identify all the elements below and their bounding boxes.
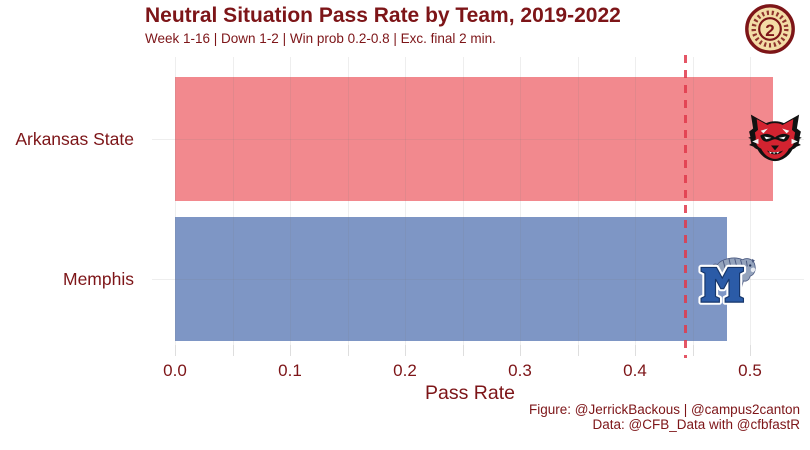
gridline-vertical: [750, 57, 751, 345]
gridline-vertical: [347, 57, 349, 345]
memphis-tiger-m-icon: [698, 257, 756, 305]
reference-line-dashed: [684, 55, 688, 358]
x-tick-label: 0.3: [508, 361, 532, 380]
x-axis-tick: [175, 345, 176, 356]
plot-area: [152, 57, 804, 345]
x-axis-title: Pass Rate: [425, 382, 515, 404]
chart-title: Neutral Situation Pass Rate by Team, 201…: [145, 4, 621, 27]
caption-data-credit: Data: @CFB_Data with @cfbfastR: [592, 417, 800, 432]
gridline-vertical: [462, 57, 464, 345]
gridline-vertical: [232, 57, 234, 345]
x-tick-label: 0.5: [738, 361, 762, 380]
y-axis-label: Arkansas State: [15, 129, 134, 149]
caption-figure-credit: Figure: @JerrickBackous | @campus2canton: [528, 402, 800, 417]
x-tick-label: 0.1: [278, 361, 302, 380]
gridline-vertical: [577, 57, 579, 345]
gridline-horizontal: [152, 139, 804, 140]
gridline-vertical: [175, 57, 176, 345]
x-tick-label: 0.4: [623, 361, 647, 380]
bar-arkansas-state: [175, 77, 773, 201]
x-axis-tick: [290, 345, 291, 356]
x-tick-label: 0.0: [163, 361, 187, 380]
y-axis-label: Memphis: [63, 269, 134, 289]
bar-memphis: [175, 217, 727, 341]
x-axis-tick: [347, 345, 349, 356]
gridline-vertical: [692, 57, 694, 345]
gridline-vertical: [635, 57, 636, 345]
campus2canton-coin-icon: 2: [745, 4, 795, 54]
x-axis-tick: [520, 345, 521, 356]
x-axis-tick: [577, 345, 579, 356]
x-axis-tick: [232, 345, 234, 356]
x-axis-tick: [692, 345, 694, 356]
x-tick-label: 0.2: [393, 361, 417, 380]
gridline-vertical: [290, 57, 291, 345]
x-axis-tick: [750, 345, 751, 356]
gridline-vertical: [520, 57, 521, 345]
gridline-horizontal: [152, 279, 804, 280]
x-axis-tick: [462, 345, 464, 356]
x-axis-tick: [635, 345, 636, 356]
gridline-vertical: [405, 57, 406, 345]
chart-subtitle: Week 1-16 | Down 1-2 | Win prob 0.2-0.8 …: [145, 31, 496, 46]
coin-number-label: 2: [765, 21, 774, 40]
arkansas-state-wolf-icon: [748, 114, 802, 162]
x-axis-tick: [405, 345, 406, 356]
